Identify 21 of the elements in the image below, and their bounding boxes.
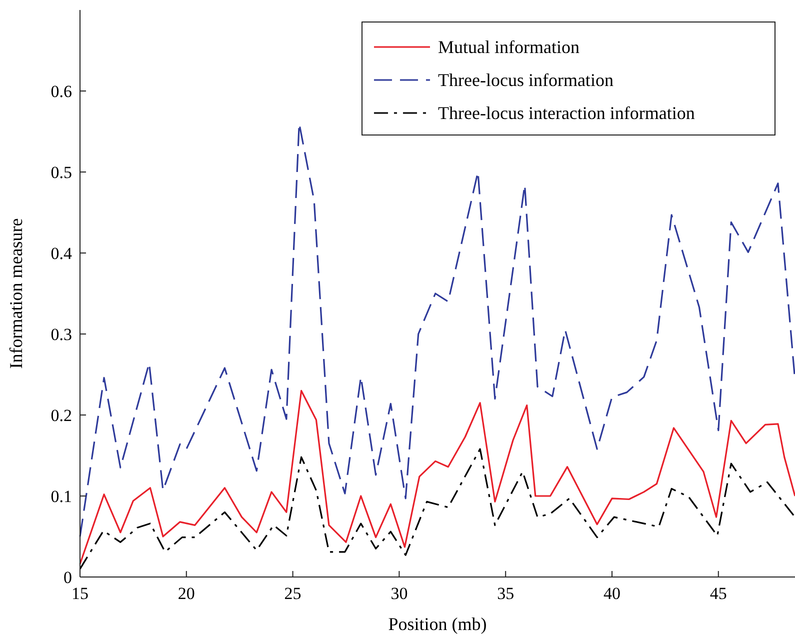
line-series xyxy=(79,390,795,565)
y-tick-label: 0 xyxy=(64,568,72,587)
x-tick-label: 45 xyxy=(710,584,727,603)
line-series xyxy=(79,448,795,570)
x-tick-label: 30 xyxy=(390,584,408,603)
legend-label: Three-locus information xyxy=(438,70,614,90)
y-tick-label: 0.1 xyxy=(50,487,72,506)
y-tick-label: 0.4 xyxy=(50,244,72,263)
x-tick-label: 20 xyxy=(178,584,195,603)
y-tick-label: 0.5 xyxy=(50,163,72,182)
x-axis-title: Position (mb) xyxy=(388,614,487,634)
x-tick-label: 40 xyxy=(603,584,620,603)
y-tick-label: 0.6 xyxy=(50,82,72,101)
legend-label: Mutual information xyxy=(438,37,580,57)
y-tick-label: 0.3 xyxy=(50,325,72,344)
x-tick-label: 35 xyxy=(497,584,514,603)
y-axis-title: Information measure xyxy=(6,218,26,369)
y-tick-label: 0.2 xyxy=(50,406,72,425)
legend-label: Three-locus interaction information xyxy=(438,103,695,123)
x-tick-label: 15 xyxy=(72,584,88,603)
x-tick-label: 25 xyxy=(284,584,302,603)
